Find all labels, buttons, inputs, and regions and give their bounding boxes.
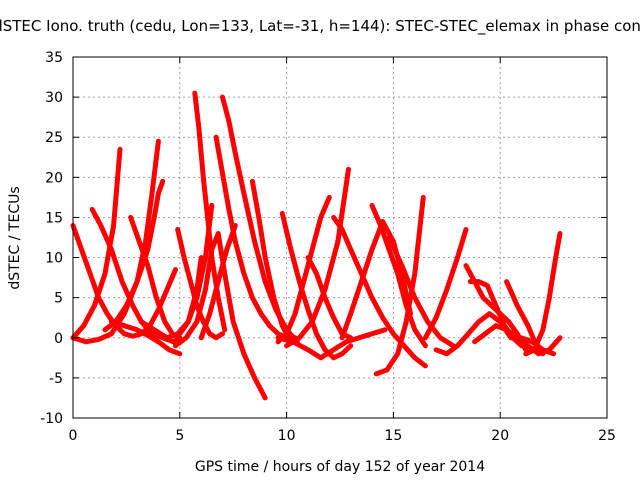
- axis-ticks: 0 5 10 15 20 25 -10 -5 0 5 10 15 20 25 30 35: [40, 50, 616, 444]
- series-group: [70, 90, 563, 401]
- series-line-20: [331, 214, 428, 369]
- series-line-12: [213, 134, 298, 341]
- y-axis-label: dSTEC / TECUs: [7, 186, 23, 289]
- series-line-2: [70, 138, 161, 345]
- y-tick-label: 20: [45, 170, 63, 186]
- x-tick-label: 15: [384, 428, 402, 444]
- series-line-4: [102, 178, 166, 333]
- series-line-7: [173, 231, 268, 401]
- series-line-11: [198, 223, 238, 341]
- series-line-8: [175, 227, 225, 341]
- y-tick-label: 25: [45, 130, 63, 146]
- y-tick-label: 30: [45, 90, 63, 106]
- x-tick-label: 25: [598, 428, 616, 444]
- y-tick-label: -5: [49, 371, 63, 387]
- plot-frame: [72, 56, 608, 419]
- y-tick-label: 10: [45, 251, 63, 267]
- series-line-25: [422, 227, 469, 341]
- y-tick-label: -10: [40, 411, 63, 427]
- x-tick-label: 0: [69, 428, 78, 444]
- series-line-32: [519, 335, 557, 357]
- y-tick-label: 15: [45, 210, 63, 226]
- series-line-18: [275, 327, 388, 361]
- series-line-15: [279, 210, 354, 361]
- series-line-10: [192, 90, 228, 333]
- y-tick-label: 5: [54, 291, 63, 307]
- series-line-16: [275, 194, 332, 345]
- series-line-22: [369, 202, 428, 349]
- y-tick-label: 35: [45, 50, 63, 66]
- x-tick-label: 5: [175, 428, 184, 444]
- x-tick-label: 10: [278, 428, 296, 444]
- chart-title: dSTEC Iono. truth (cedu, Lon=133, Lat=-3…: [0, 17, 640, 36]
- x-tick-label: 20: [491, 428, 509, 444]
- series-line-14: [249, 178, 294, 345]
- y-tick-label: 0: [54, 331, 63, 347]
- series-line-1: [70, 146, 123, 341]
- x-axis-label: GPS time / hours of day 152 of year 2014: [195, 459, 485, 475]
- series-line-28: [467, 279, 525, 349]
- series-line-23: [373, 194, 426, 377]
- series-line-24: [386, 235, 456, 349]
- series-line-26: [433, 311, 514, 357]
- series-line-9: [138, 202, 215, 341]
- series-line-31: [523, 231, 563, 357]
- series-line-6: [108, 319, 183, 357]
